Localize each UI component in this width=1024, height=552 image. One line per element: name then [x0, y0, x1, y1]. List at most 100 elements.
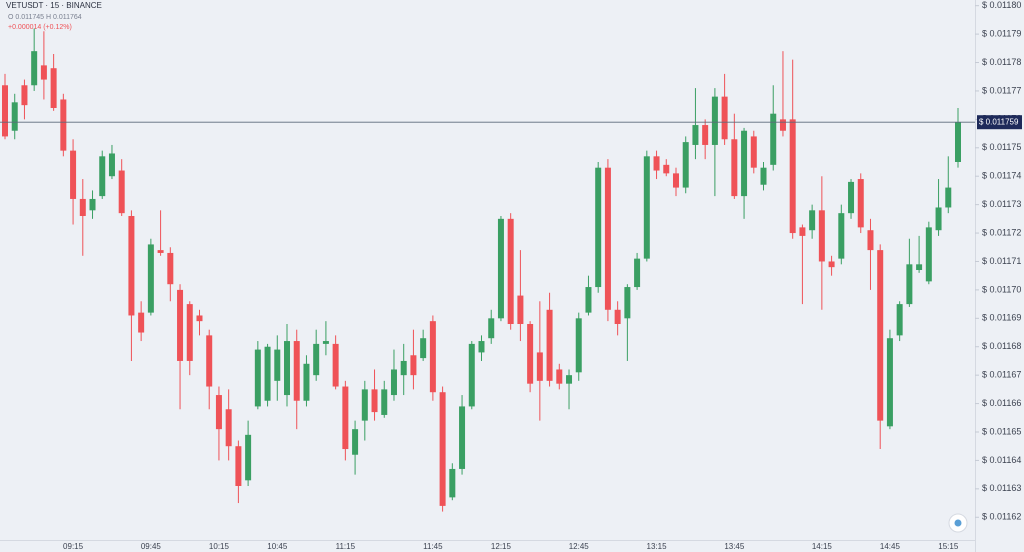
y-tick-label: $ 0.01166: [982, 398, 1021, 408]
candle-body: [702, 125, 709, 145]
candle-body: [468, 343, 475, 407]
candle-body: [118, 170, 125, 214]
candle-body: [838, 213, 845, 259]
candle-body: [128, 216, 135, 316]
candle-body: [731, 139, 738, 197]
candle-body: [390, 369, 397, 396]
ohlc-legend: O 0.011745 H 0.011764: [8, 14, 82, 21]
candle-body: [284, 341, 291, 396]
y-tick-label: $ 0.01169: [982, 313, 1021, 323]
candle-body: [799, 227, 806, 236]
x-tick-label: 10:45: [267, 542, 288, 551]
candle-body: [225, 409, 232, 447]
settings-icon: [954, 519, 962, 527]
candle-body: [536, 352, 543, 381]
candle-body: [857, 179, 864, 228]
candle-body: [595, 167, 602, 288]
y-tick-label: $ 0.01174: [982, 171, 1021, 181]
candle-body: [672, 173, 679, 188]
y-tick-label: $ 0.01173: [982, 199, 1021, 209]
candle-body: [215, 395, 222, 430]
candle-body: [31, 51, 38, 86]
y-tick-label: $ 0.01168: [982, 341, 1021, 351]
candle-body: [877, 250, 884, 421]
candle-body: [935, 207, 942, 231]
x-tick-label: 14:45: [880, 542, 901, 551]
candle-body: [50, 68, 57, 108]
x-tick-label: 09:15: [63, 542, 84, 551]
candle-body: [60, 99, 67, 151]
y-tick-label: $ 0.01162: [982, 512, 1021, 522]
y-tick-label: $ 0.01167: [982, 370, 1021, 380]
candle-body: [410, 355, 417, 376]
candle-body: [342, 386, 349, 450]
candle-body: [848, 181, 855, 214]
x-tick-label: 13:45: [724, 542, 745, 551]
candle-body: [420, 338, 427, 359]
candle-body: [70, 150, 77, 199]
candle-body: [760, 167, 767, 185]
x-tick-label: 12:15: [491, 542, 512, 551]
candle-body: [478, 341, 485, 353]
candle-body: [692, 125, 699, 145]
y-tick-label: $ 0.01177: [982, 85, 1021, 95]
candle-body: [750, 136, 757, 168]
candle-body: [157, 250, 164, 253]
candle-body: [274, 349, 281, 381]
x-tick-label: 15:15: [938, 542, 959, 551]
candle-body: [517, 295, 524, 324]
candle-body: [381, 389, 388, 415]
candle-body: [682, 142, 689, 188]
x-tick-label: 09:45: [141, 542, 162, 551]
y-tick-label: $ 0.01178: [982, 57, 1021, 67]
candle-body: [439, 392, 446, 506]
candle-body: [138, 312, 145, 333]
candle-body: [896, 304, 903, 336]
candle-body: [575, 318, 582, 373]
candle-body: [11, 102, 18, 131]
candle-body: [604, 167, 611, 310]
candle-body: [663, 164, 670, 174]
candle-body: [546, 309, 553, 381]
candle-body: [643, 156, 650, 259]
candle-body: [40, 65, 47, 80]
candle-body: [527, 324, 534, 384]
candle-body: [196, 315, 203, 322]
candle-body: [303, 363, 310, 401]
y-tick-label: $ 0.01180: [982, 0, 1021, 10]
candle-body: [925, 227, 932, 282]
y-tick-label: $ 0.01170: [982, 284, 1021, 294]
candle-body: [779, 119, 786, 131]
candle-body: [108, 153, 115, 177]
candle-body: [322, 341, 329, 344]
candle-body: [167, 252, 174, 285]
candle-body: [711, 96, 718, 145]
candle-body: [332, 343, 339, 387]
candle-body: [371, 389, 378, 413]
candle-body: [809, 210, 816, 231]
candle-body: [254, 349, 261, 407]
candle-body: [235, 446, 242, 486]
x-tick-label: 11:15: [336, 542, 356, 551]
candle-body: [614, 309, 621, 324]
candle-body: [89, 198, 96, 211]
candle-body: [245, 434, 252, 481]
x-tick-label: 14:15: [812, 542, 833, 551]
candle-body: [828, 261, 835, 268]
x-tick-label: 10:15: [209, 542, 230, 551]
y-tick-label: $ 0.01163: [982, 483, 1021, 493]
candle-body: [634, 258, 641, 288]
candle-body: [313, 343, 320, 376]
candle-body: [624, 287, 631, 319]
chart-title: VETUSDT · 15 · BINANCE: [6, 1, 102, 10]
candle-body: [264, 346, 271, 401]
candle-body: [2, 85, 8, 137]
candle-body: [21, 85, 28, 106]
y-tick-label: $ 0.01175: [982, 142, 1021, 152]
candle-body: [429, 321, 436, 393]
candle-body: [99, 156, 106, 197]
y-tick-label: $ 0.01171: [982, 256, 1021, 266]
candle-body: [585, 287, 592, 313]
